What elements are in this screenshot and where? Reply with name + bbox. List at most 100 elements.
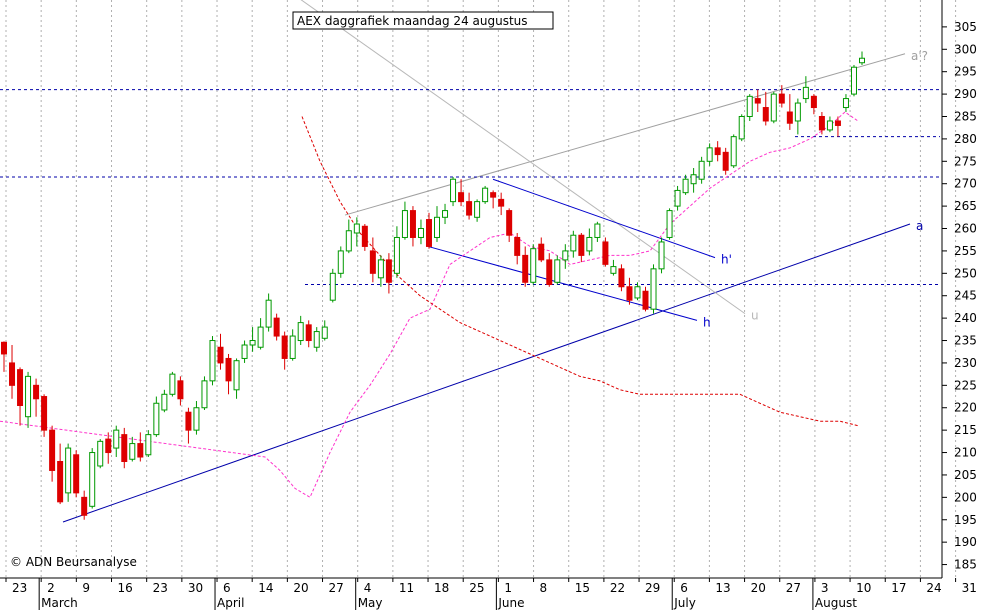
y-tick-label: 210 [954, 446, 977, 460]
candle-body [466, 201, 473, 216]
candle-body [746, 95, 753, 117]
candle-body [642, 290, 649, 310]
x-axis: 23 2 9 16 23 30 6 14 20 27 4 11 18 25 1 8 15 22 29 6 13 20 27 3… [5, 578, 977, 610]
moving-averages [0, 111, 859, 499]
candle-body [177, 380, 184, 400]
y-tick-label: 280 [954, 132, 977, 146]
candle-body [313, 331, 320, 348]
x-tick-label: 13 [715, 581, 730, 595]
candle-body [49, 429, 56, 471]
x-tick-label: 14 [258, 581, 273, 595]
candle-body [417, 228, 424, 238]
candle-body [434, 216, 441, 238]
y-tick-label: 270 [954, 177, 977, 191]
candle-body [361, 225, 368, 247]
candle-body [265, 299, 272, 328]
candle-body [859, 57, 865, 64]
line-label: a [916, 219, 923, 233]
candle-body [345, 230, 352, 252]
candle-body [762, 107, 769, 122]
x-tick-label: 11 [399, 581, 414, 595]
y-tick-label: 195 [954, 513, 977, 527]
candle-body [25, 375, 32, 418]
line-label: a'? [911, 49, 928, 63]
x-tick-label: 23 [12, 581, 27, 595]
candle-body [562, 250, 569, 261]
candle-body [81, 496, 88, 516]
candle-body [409, 210, 416, 238]
candle-body [786, 111, 793, 124]
candle-body [826, 120, 833, 131]
candle-body [9, 362, 16, 386]
candle-body [377, 259, 384, 279]
candle-body [802, 86, 809, 100]
candle-body [153, 402, 160, 436]
candle-body [425, 219, 432, 247]
chart-title: AEX daggrafiek maandag 24 augustus [297, 14, 528, 28]
candle-body [738, 115, 745, 140]
candle-body [618, 268, 625, 288]
x-tick-label: 6 [223, 581, 231, 595]
candle-body [297, 322, 304, 342]
line-label: h' [721, 253, 732, 267]
candle-body [754, 98, 761, 104]
candle-body [41, 396, 48, 431]
candle-body [305, 324, 312, 342]
candle-body [217, 346, 224, 364]
month-label: July [673, 596, 696, 610]
candle-body [778, 93, 785, 104]
trend-line [344, 53, 906, 216]
candle-body [554, 259, 561, 283]
x-tick-label: 9 [82, 581, 90, 595]
candle-body [506, 210, 513, 236]
candles [1, 51, 865, 520]
candle-body [834, 120, 841, 126]
trend-line [300, 0, 746, 315]
month-label: May [358, 596, 383, 610]
x-tick-label: 3 [821, 581, 829, 595]
candle-body [249, 340, 256, 346]
x-tick-label: 16 [118, 581, 133, 595]
y-tick-label: 305 [954, 20, 977, 34]
candle-body [113, 429, 120, 449]
candle-body [209, 340, 216, 382]
y-tick-label: 295 [954, 65, 977, 79]
y-tick-label: 285 [954, 109, 977, 123]
candle-body [722, 151, 729, 171]
candle-body [145, 434, 152, 456]
candle-body [634, 286, 641, 299]
trend-line [492, 178, 716, 259]
x-tick-label: 20 [293, 581, 308, 595]
month-label: June [497, 596, 524, 610]
candle-body [225, 357, 232, 382]
candle-body [201, 380, 208, 409]
candle-body [818, 115, 825, 131]
candle-body [329, 272, 336, 301]
title-box [292, 11, 554, 30]
y-tick-label: 240 [954, 311, 977, 325]
moving-average-long [301, 116, 859, 427]
candle-body [602, 241, 609, 265]
line-labels: a'? a u h' h [703, 49, 928, 330]
x-tick-label: 2 [47, 581, 55, 595]
candle-body [450, 178, 457, 203]
candle-body [57, 461, 64, 503]
candle-body [193, 407, 200, 431]
y-tick-label: 220 [954, 401, 977, 415]
candle-body [674, 189, 681, 207]
candle-body [570, 234, 577, 252]
candle-body [369, 250, 376, 274]
y-tick-label: 300 [954, 42, 977, 56]
candle-body [393, 236, 400, 274]
candle-body [850, 66, 857, 95]
trend-line [62, 223, 911, 523]
candle-body [498, 198, 505, 207]
candle-body [490, 192, 497, 198]
title-group: AEX daggrafiek maandag 24 augustus [292, 11, 554, 30]
candle-body [650, 268, 657, 310]
x-tick-label: 8 [540, 581, 548, 595]
candle-body [337, 250, 344, 274]
candle-body [161, 393, 168, 411]
y-tick-label: 200 [954, 490, 977, 504]
